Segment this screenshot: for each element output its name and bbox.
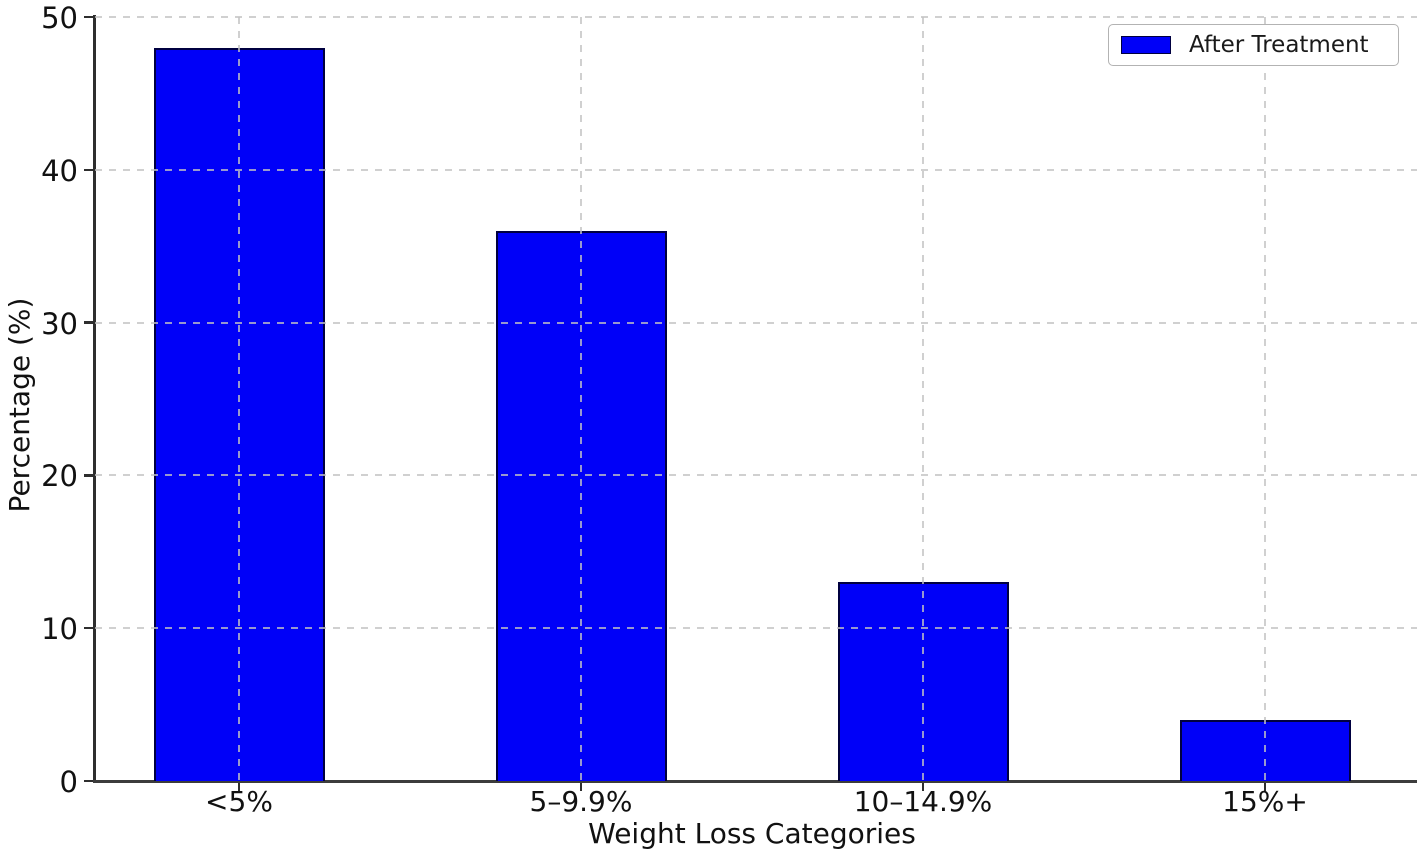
y-tick-mark-30 [84,321,93,324]
x-tick-mark-15%+ [1263,783,1267,791]
y-tick-mark-20 [84,474,93,477]
x-tick-mark-5–9.9% [579,783,583,791]
y-tick-mark-40 [84,168,93,172]
y-tick-label-20: 20 [41,459,78,494]
x-axis-title: Weight Loss Categories [588,817,916,850]
x-tick-label-5–9.9%: 5–9.9% [529,785,633,818]
y-tick-label-40: 40 [41,153,78,188]
bar-<5% [153,47,325,781]
legend-label: After Treatment [1189,32,1369,58]
x-tick-label-15%+: 15%+ [1222,785,1308,818]
bar-5–9.9% [495,230,667,781]
x-tick-mark-10–14.9% [921,783,925,791]
y-tick-label-10: 10 [41,612,78,647]
gridline-h-50 [95,16,1417,18]
y-tick-mark-50 [84,15,93,19]
x-axis-line [93,780,1417,783]
x-tick-label-10–14.9%: 10–14.9% [853,785,993,818]
gridline-v-15%+ [1264,17,1266,781]
y-tick-mark-10 [84,626,93,630]
bar-10–14.9% [837,582,1009,781]
y-tick-mark-0 [84,779,93,783]
y-tick-label-0: 0 [59,765,78,799]
plot-area [95,16,1417,781]
bar-15%+ [1179,719,1351,781]
x-tick-label-<5%: <5% [205,785,273,818]
x-tick-mark-<5% [237,783,241,791]
legend: After Treatment [1108,24,1399,66]
legend-swatch-after-treatment [1121,36,1171,54]
y-tick-label-50: 50 [41,1,78,35]
y-axis-title: Percentage (%) [3,297,36,513]
y-tick-label-30: 30 [41,306,78,341]
y-axis-line [93,15,96,783]
